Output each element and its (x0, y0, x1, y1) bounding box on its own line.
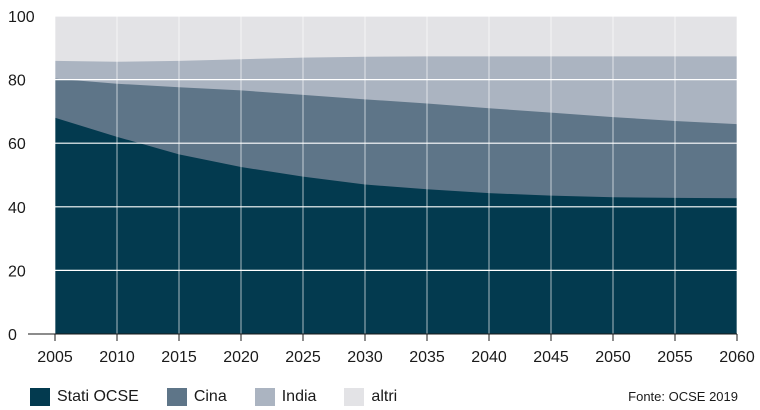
area-stati-ocse (55, 117, 737, 334)
legend-swatch-stati-ocse (30, 388, 50, 406)
x-tick-label-2055: 2055 (657, 349, 693, 366)
x-tick-label-2035: 2035 (409, 349, 445, 366)
legend-item-cina: Cina (166, 388, 227, 406)
y-tick-label-60: 60 (8, 136, 26, 153)
x-tick-label-2020: 2020 (223, 349, 259, 366)
legend-swatch-cina (166, 388, 187, 406)
source-note: Fonte: OCSE 2019 (628, 389, 738, 404)
legend-item-altri: altri (344, 388, 397, 406)
x-tick-label-2025: 2025 (285, 349, 321, 366)
x-tick-label-2005: 2005 (37, 349, 73, 366)
legend: Stati OCSE Cina India altri (30, 386, 425, 408)
legend-item-stati-ocse: Stati OCSE (30, 388, 139, 406)
x-tick-label-2015: 2015 (161, 349, 197, 366)
x-tick-label-2050: 2050 (595, 349, 631, 366)
x-tick-label-2040: 2040 (471, 349, 507, 366)
legend-label-cina: Cina (193, 388, 227, 405)
x-tick-label-2010: 2010 (99, 349, 135, 366)
y-tick-label-40: 40 (8, 200, 26, 217)
x-tick-label-2045: 2045 (533, 349, 569, 366)
legend-label-india: India (281, 388, 317, 405)
x-tick-label-2060: 2060 (719, 349, 755, 366)
y-tick-label-0: 0 (8, 327, 17, 344)
legend-swatch-altri (344, 388, 365, 406)
y-tick-label-100: 100 (8, 9, 35, 26)
y-tick-label-80: 80 (8, 73, 26, 90)
y-tick-label-20: 20 (8, 263, 26, 280)
x-tick-label-2030: 2030 (347, 349, 383, 366)
legend-item-india: India (254, 388, 317, 406)
legend-label-altri: altri (371, 388, 398, 405)
legend-label-stati-ocse: Stati OCSE (57, 388, 139, 405)
legend-swatch-india (254, 388, 275, 406)
